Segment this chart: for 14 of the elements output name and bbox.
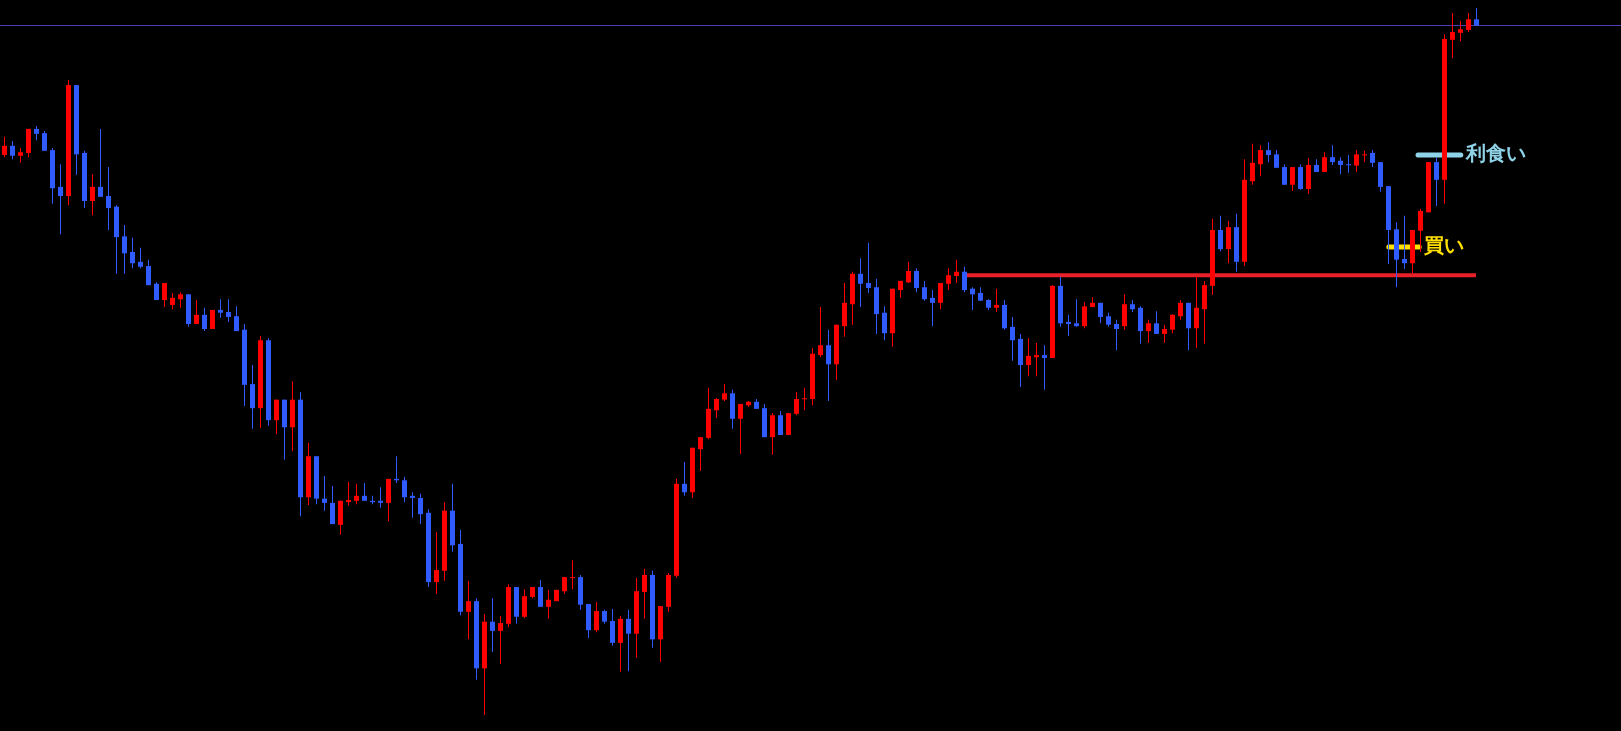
- candlestick: [1034, 343, 1039, 377]
- candlestick: [1066, 314, 1071, 337]
- candlestick: [802, 387, 807, 411]
- candlestick: [866, 242, 871, 293]
- candlestick: [378, 487, 383, 508]
- candlestick: [1346, 155, 1351, 173]
- ref-line-label: 買い: [1423, 233, 1465, 258]
- candlestick: [1402, 215, 1407, 269]
- candlestick: [346, 481, 351, 506]
- candlestick: [410, 492, 415, 518]
- candlestick: [1042, 345, 1047, 390]
- candlestick: [570, 560, 575, 590]
- ref-line-label: 利食い: [1464, 141, 1526, 166]
- candlestick: [1362, 150, 1367, 163]
